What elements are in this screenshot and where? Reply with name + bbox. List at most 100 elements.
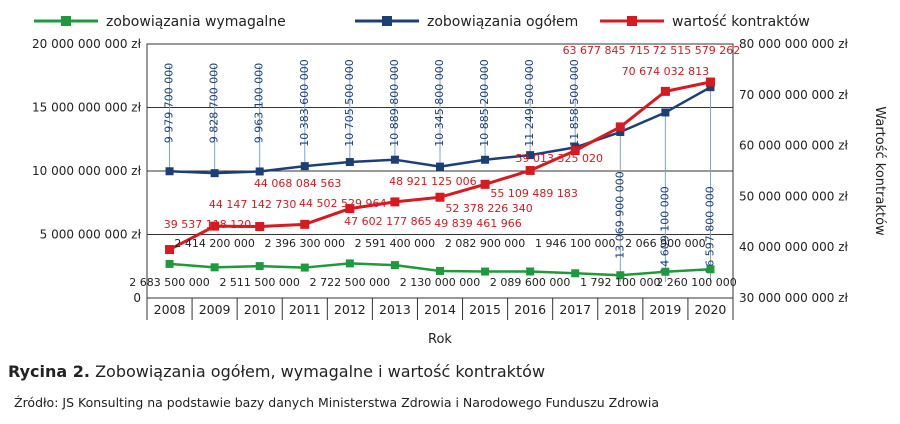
series-wymagalne-data-label: 2 414 200 000 xyxy=(174,237,254,250)
series-marker-ogolem xyxy=(390,155,399,164)
x-tick-label: 2020 xyxy=(695,302,727,317)
series-wymagalne-data-label: 1 792 100 000 xyxy=(580,276,660,289)
series-marker-kontrakty xyxy=(165,245,175,255)
series-marker-kontrakty xyxy=(615,122,625,132)
series-marker-ogolem xyxy=(255,167,264,176)
x-tick-label: 2014 xyxy=(424,302,456,317)
series-kontrakty-data-label: 63 677 845 715 xyxy=(563,44,650,57)
series-marker-ogolem xyxy=(165,167,174,176)
plot-frame xyxy=(146,43,734,299)
series-marker-wymagalne xyxy=(571,269,580,278)
legend-marker xyxy=(382,16,392,26)
series-kontrakty-data-label: 52 378 226 340 xyxy=(445,202,532,215)
series-wymagalne-data-label: 2 089 600 000 xyxy=(490,276,570,289)
series-marker-wymagalne xyxy=(616,271,625,280)
series-ogolem-data-label: 10 889 800 000 xyxy=(388,59,401,146)
series-marker-kontrakty xyxy=(345,204,355,214)
series-ogolem-data-label: 11 249 500 000 xyxy=(523,59,536,146)
series-kontrakty-data-label: 39 537 118 120 xyxy=(164,218,251,231)
series-marker-wymagalne xyxy=(165,259,174,268)
legend-marker xyxy=(627,16,637,26)
y-right-tick-label: 70 000 000 000 zł xyxy=(739,88,849,102)
x-tick-label: 2013 xyxy=(379,302,411,317)
series-ogolem-data-label: 16 597 800 000 xyxy=(703,186,716,273)
series-wymagalne-data-label: 2 130 000 000 xyxy=(400,276,480,289)
figure-source: Źródło: JS Konsulting na podstawie bazy … xyxy=(14,395,660,410)
x-tick-label: 2011 xyxy=(289,302,321,317)
x-tick-label: 2016 xyxy=(514,302,546,317)
series-ogolem-data-label: 9 963 100 000 xyxy=(253,63,266,143)
series-wymagalne-data-label: 2 082 900 000 xyxy=(445,237,525,250)
x-tick-label: 2017 xyxy=(559,302,591,317)
series-marker-ogolem xyxy=(526,151,535,160)
series-marker-ogolem xyxy=(300,162,309,171)
series-marker-wymagalne xyxy=(255,262,264,271)
y-left-tick-label: 5 000 000 000 zł xyxy=(40,228,142,242)
x-tick-label: 2012 xyxy=(334,302,366,317)
series-kontrakty-data-label: 48 921 125 006 xyxy=(389,175,476,188)
series-ogolem-data-label: 10 705 500 000 xyxy=(343,59,356,146)
y-right-tick-label: 80 000 000 000 zł xyxy=(739,37,849,51)
series-marker-kontrakty xyxy=(570,146,580,156)
x-tick-label: 2009 xyxy=(199,302,231,317)
legend-label: zobowiązania wymagalne xyxy=(106,14,286,30)
series-marker-wymagalne xyxy=(345,259,354,268)
x-tick-label: 2019 xyxy=(649,302,681,317)
figure-caption-number: Rycina 2. xyxy=(8,362,90,381)
y-left-tick-label: 0 xyxy=(133,291,141,305)
series-marker-ogolem xyxy=(706,83,715,92)
series-ogolem-data-label: 10 383 600 000 xyxy=(298,59,311,146)
series-ogolem-data-label: 10 345 800 000 xyxy=(433,59,446,146)
y-left-tick-label: 10 000 000 000 zł xyxy=(32,164,142,178)
chart: 0 5 000 000 000 zł 10 000 000 000 zł 15 000… xyxy=(32,14,887,347)
series-marker-kontrakty xyxy=(660,86,670,96)
series-marker-ogolem xyxy=(436,162,444,171)
series-marker-kontrakty xyxy=(480,179,490,189)
series-marker-ogolem xyxy=(616,128,625,137)
y-right-tick-label: 30 000 000 000 zł xyxy=(739,291,849,305)
series-marker-wymagalne xyxy=(526,267,535,276)
legend-marker xyxy=(61,16,71,26)
y-right-tick-label: 40 000 000 000 zł xyxy=(739,240,849,254)
legend-label: wartość kontraktów xyxy=(672,14,810,30)
series-ogolem-data-label: 13 069 900 000 xyxy=(613,171,626,258)
series-marker-ogolem xyxy=(210,169,219,178)
series-marker-wymagalne xyxy=(661,267,670,276)
x-axis-title: Rok xyxy=(428,332,452,347)
series-wymagalne-data-label: 2 683 500 000 xyxy=(129,276,209,289)
series-ogolem-data-label: 10 885 200 000 xyxy=(478,59,491,146)
series-marker-wymagalne xyxy=(481,267,490,276)
series-marker-kontrakty xyxy=(300,219,310,229)
y-left-tick-label: 15 000 000 000 zł xyxy=(32,101,142,115)
series-wymagalne-data-label: 2 722 500 000 xyxy=(310,276,390,289)
x-tick-label: 2008 xyxy=(154,302,186,317)
legend-label: zobowiązania ogółem xyxy=(427,14,578,30)
series-wymagalne-data-label: 2 260 100 000 xyxy=(656,276,736,289)
series-kontrakty-data-label: 55 109 489 183 xyxy=(490,187,577,200)
series-kontrakty-data-label: 72 515 579 262 xyxy=(653,44,740,57)
x-tick-label: 2010 xyxy=(244,302,276,317)
x-tick-label: 2018 xyxy=(604,302,636,317)
series-kontrakty-data-label: 44 068 084 563 xyxy=(254,177,341,190)
series-marker-wymagalne xyxy=(706,265,715,274)
series-wymagalne-data-label: 1 946 100 000 xyxy=(535,237,615,250)
x-tick-label: 2015 xyxy=(469,302,501,317)
y-right-tick-label: 60 000 000 000 zł xyxy=(739,139,849,153)
series-marker-kontrakty xyxy=(705,77,715,87)
series-ogolem-data-label: 14 609 100 000 xyxy=(658,186,671,273)
series-marker-kontrakty xyxy=(390,197,400,207)
series-ogolem-data-label: 11 858 500 000 xyxy=(568,59,581,146)
series-wymagalne-data-label: 2 591 400 000 xyxy=(355,237,435,250)
y-left-tick-label: 20 000 000 000 zł xyxy=(32,37,142,51)
series-marker-wymagalne xyxy=(390,261,399,270)
series-marker-wymagalne xyxy=(210,263,219,272)
series-marker-kontrakty xyxy=(210,221,220,231)
y-right-axis-title: Wartość kontraktów xyxy=(872,106,887,236)
series-marker-ogolem xyxy=(345,158,354,167)
series-marker-wymagalne xyxy=(436,266,444,275)
series-kontrakty-data-label: 47 602 177 865 xyxy=(344,215,431,228)
series-wymagalne-data-label: 2 396 300 000 xyxy=(265,237,345,250)
series-wymagalne-data-label: 2 066 900 000 xyxy=(625,237,705,250)
series-kontrakty-data-label: 49 839 461 966 xyxy=(434,217,521,230)
series-marker-kontrakty xyxy=(435,192,445,202)
